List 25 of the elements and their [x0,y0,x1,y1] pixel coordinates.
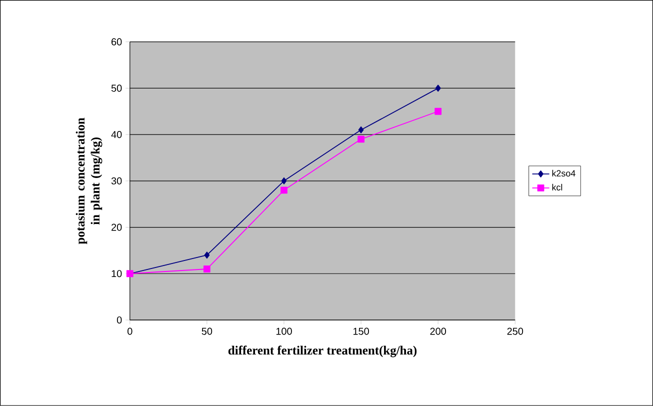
x-tick-label: 200 [430,328,446,335]
y-tick-label: 40 [111,131,122,138]
y-tick-label: 30 [111,177,122,185]
x-tick-label: 250 [507,328,524,335]
point [203,266,210,273]
point [358,126,364,134]
y-tick-label: 20 [112,224,122,231]
x-tick-label: 100 [276,328,292,335]
legend-label: kcl [552,184,562,191]
x-tick-label: 50 [202,328,212,335]
y-tick-label: 0 [116,316,122,324]
y-axis-title: potasium concentration in plant (mg/kg) [76,118,102,244]
point [435,84,441,92]
x-axis-title: different fertilizer treatment(kg/ha) [228,346,417,358]
point [280,186,288,194]
x-tick-label: 0 [128,328,132,335]
legend-label: k2so4 [552,170,576,177]
x-tick-label: 150 [353,328,369,335]
point [434,108,442,115]
point [204,252,210,259]
y-tick-label: 60 [112,38,122,46]
y-tick-label: 10 [112,270,122,278]
y-tick-label: 50 [111,84,122,92]
point [358,136,364,143]
point [281,178,287,184]
